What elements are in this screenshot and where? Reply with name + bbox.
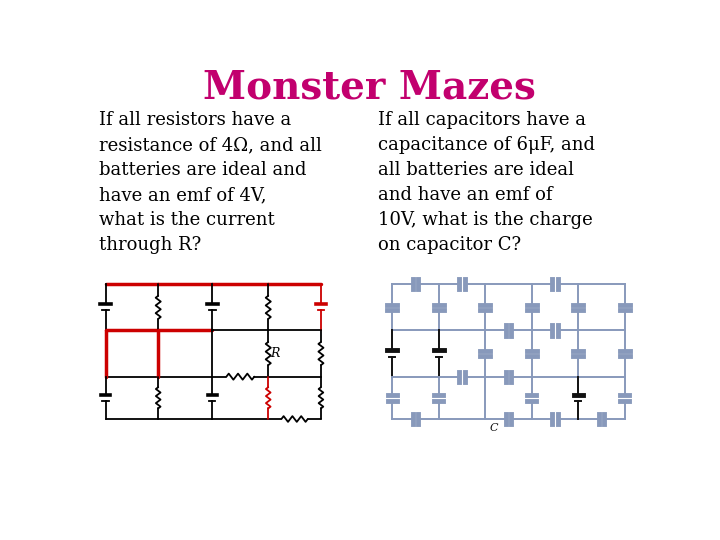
Text: If all resistors have a
resistance of 4Ω, and all
batteries are ideal and
have a: If all resistors have a resistance of 4Ω… — [99, 111, 322, 254]
Text: Monster Mazes: Monster Mazes — [202, 69, 536, 107]
Text: C: C — [489, 423, 498, 433]
Text: If all capacitors have a
capacitance of 6μF, and
all batteries are ideal
and hav: If all capacitors have a capacitance of … — [378, 111, 595, 254]
Text: R: R — [270, 347, 279, 360]
